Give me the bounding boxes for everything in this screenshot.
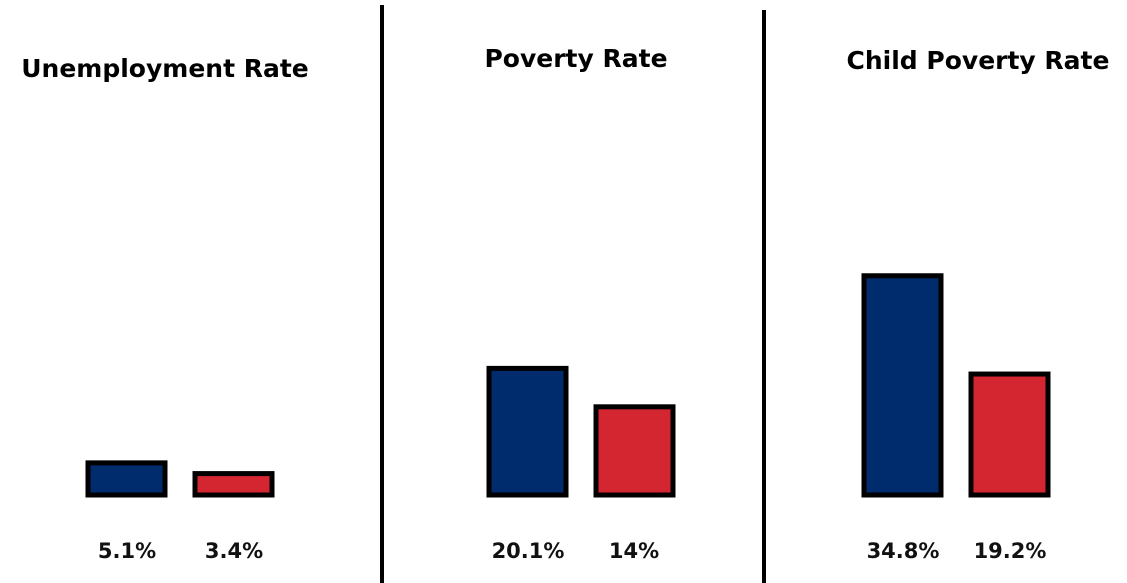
bar-value-label: 20.1% [492,539,565,563]
chart-title: Poverty Rate [484,44,667,73]
chart-unemployment-rate: Unemployment Rate 5.1% 3.4% [21,54,309,563]
chart-child-poverty-rate: Child Poverty Rate 34.8% 19.2% [847,46,1110,563]
chart-title: Unemployment Rate [21,54,309,83]
bar-value-label: 5.1% [98,539,156,563]
bar [85,460,168,498]
bar-group [861,273,1051,498]
bar [486,365,569,498]
bar [968,371,1051,498]
chart-title: Child Poverty Rate [847,46,1110,75]
bar [192,471,275,498]
bar-value-label: 19.2% [974,539,1047,563]
bar-value-label: 3.4% [205,539,263,563]
bar-value-label: 34.8% [867,539,940,563]
chart-poverty-rate: Poverty Rate 20.1% 14% [484,44,676,563]
bar [861,273,944,498]
bar-group [486,365,676,498]
bar [593,404,676,498]
bar-value-label: 14% [609,539,659,563]
bar-group [85,460,275,498]
